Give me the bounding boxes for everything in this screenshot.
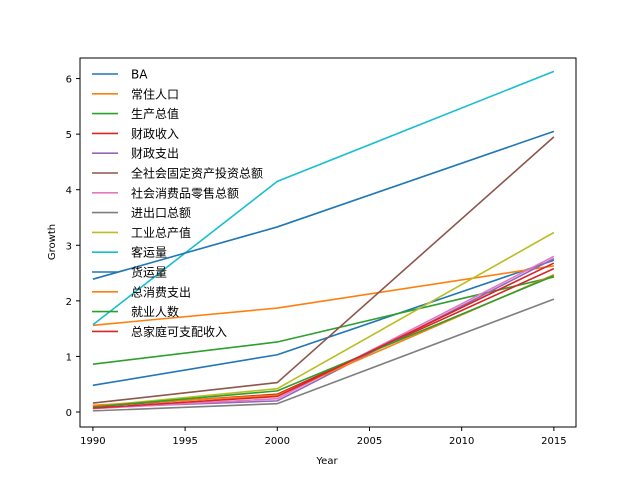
y-tick-label: 6 xyxy=(66,75,72,86)
legend-label-7: 进出口总额 xyxy=(131,206,191,220)
x-axis-label: Year xyxy=(315,456,338,467)
series-line-6 xyxy=(92,255,555,410)
legend: BA 常住人口生产总值财政收入财政支出全社会固定资产投资总额社会消费品零售总额进出… xyxy=(92,68,263,339)
series-line-5 xyxy=(92,136,555,404)
legend-label-2: 生产总值 xyxy=(131,106,179,121)
legend-label-0: BA xyxy=(131,68,148,82)
y-tick-label: 2 xyxy=(66,297,72,308)
legend-label-5: 全社会固定资产投资总额 xyxy=(131,166,263,181)
x-tick-label: 1990 xyxy=(80,436,105,447)
x-tick-label: 2010 xyxy=(449,436,474,447)
legend-label-11: 总消费支出 xyxy=(131,285,191,299)
legend-label-1: 常住人口 xyxy=(131,87,179,101)
series-line-13 xyxy=(92,262,555,409)
series-line-1 xyxy=(92,265,554,327)
legend-label-12: 就业人数 xyxy=(131,304,179,319)
y-tick-label: 3 xyxy=(66,241,72,252)
y-tick-label: 4 xyxy=(66,186,72,197)
legend-label-8: 工业总产值 xyxy=(131,225,191,240)
legend-label-4: 财政支出 xyxy=(131,147,179,161)
y-axis-label: Growth xyxy=(47,224,58,260)
legend-label-6: 社会消费品零售总额 xyxy=(131,185,239,200)
x-tick-label: 2015 xyxy=(541,436,566,447)
y-tick-label: 5 xyxy=(66,130,72,141)
series-line-2 xyxy=(92,276,555,365)
y-axis: 0 1 2 3 4 5 6 xyxy=(66,75,80,419)
series-line-8 xyxy=(92,231,555,408)
y-tick-label: 1 xyxy=(66,352,72,363)
legend-label-10: 货运量 xyxy=(131,265,167,280)
legend-label-9: 客运量 xyxy=(131,245,167,260)
plot-frame xyxy=(79,57,577,428)
legend-label-13: 总家庭可支配收入 xyxy=(131,324,227,339)
x-tick-label: 2005 xyxy=(357,436,382,447)
series-line-12 xyxy=(92,275,555,408)
x-tick-label: 2000 xyxy=(265,436,290,447)
series-line-7 xyxy=(92,298,555,412)
x-axis: 1990 1995 2000 2005 2010 2015 xyxy=(80,427,567,447)
x-tick-label: 1995 xyxy=(172,436,197,447)
y-tick-label: 0 xyxy=(66,408,72,419)
series-line-10 xyxy=(92,130,555,280)
series-line-0 xyxy=(92,259,555,387)
series-line-9 xyxy=(92,70,555,326)
legend-label-3: 财政收入 xyxy=(131,127,179,141)
plot-lines xyxy=(92,70,555,412)
